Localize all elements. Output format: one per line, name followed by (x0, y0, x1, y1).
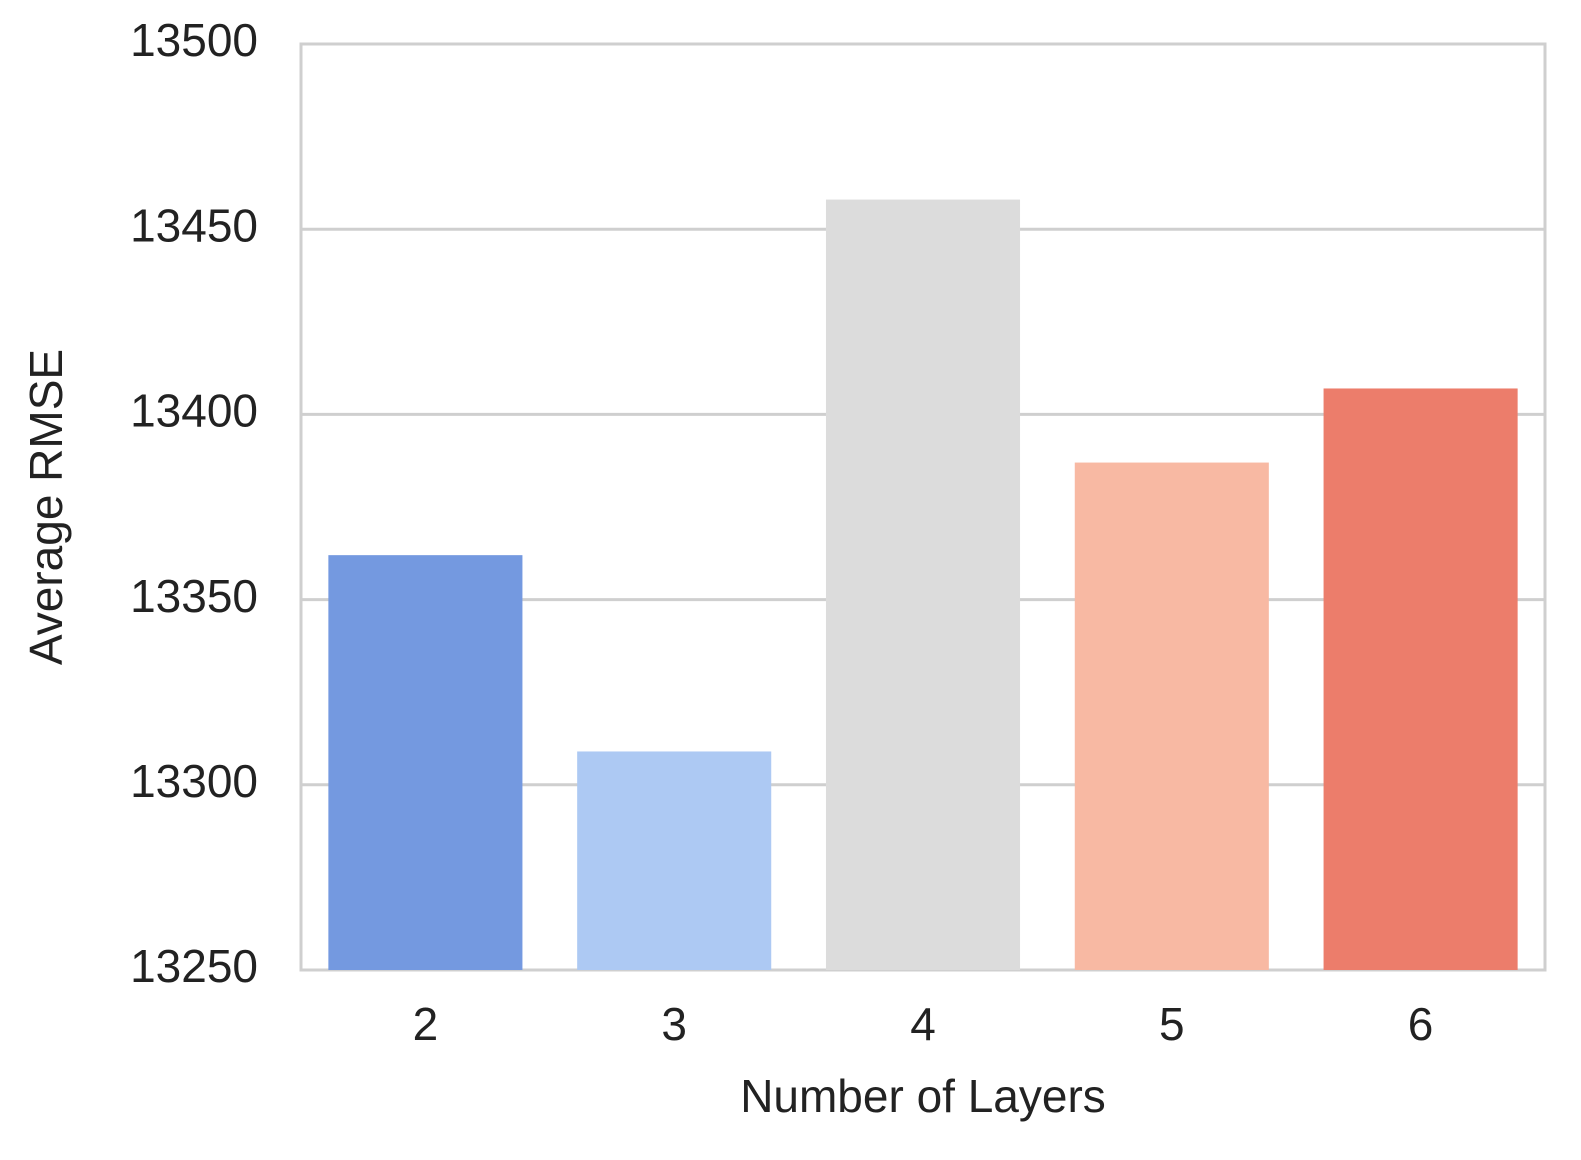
bar (1074, 462, 1269, 970)
x-tick-label: 5 (1159, 998, 1185, 1050)
y-tick-label: 13450 (130, 199, 258, 251)
bar (1323, 388, 1518, 970)
y-tick-label: 13400 (130, 385, 258, 437)
x-axis-label: Number of Layers (740, 1070, 1106, 1122)
x-tick-label: 4 (910, 998, 936, 1050)
y-tick-label: 13500 (130, 14, 258, 66)
bar (825, 199, 1021, 970)
bar (328, 555, 523, 970)
bar (577, 751, 772, 970)
y-tick-label: 13300 (130, 755, 258, 807)
y-axis-label: Average RMSE (20, 349, 72, 665)
y-tick-label: 13350 (130, 570, 258, 622)
x-tick-label: 2 (413, 998, 439, 1050)
y-tick-label: 13250 (130, 940, 258, 992)
x-tick-label: 3 (661, 998, 687, 1050)
x-tick-label: 6 (1408, 998, 1434, 1050)
